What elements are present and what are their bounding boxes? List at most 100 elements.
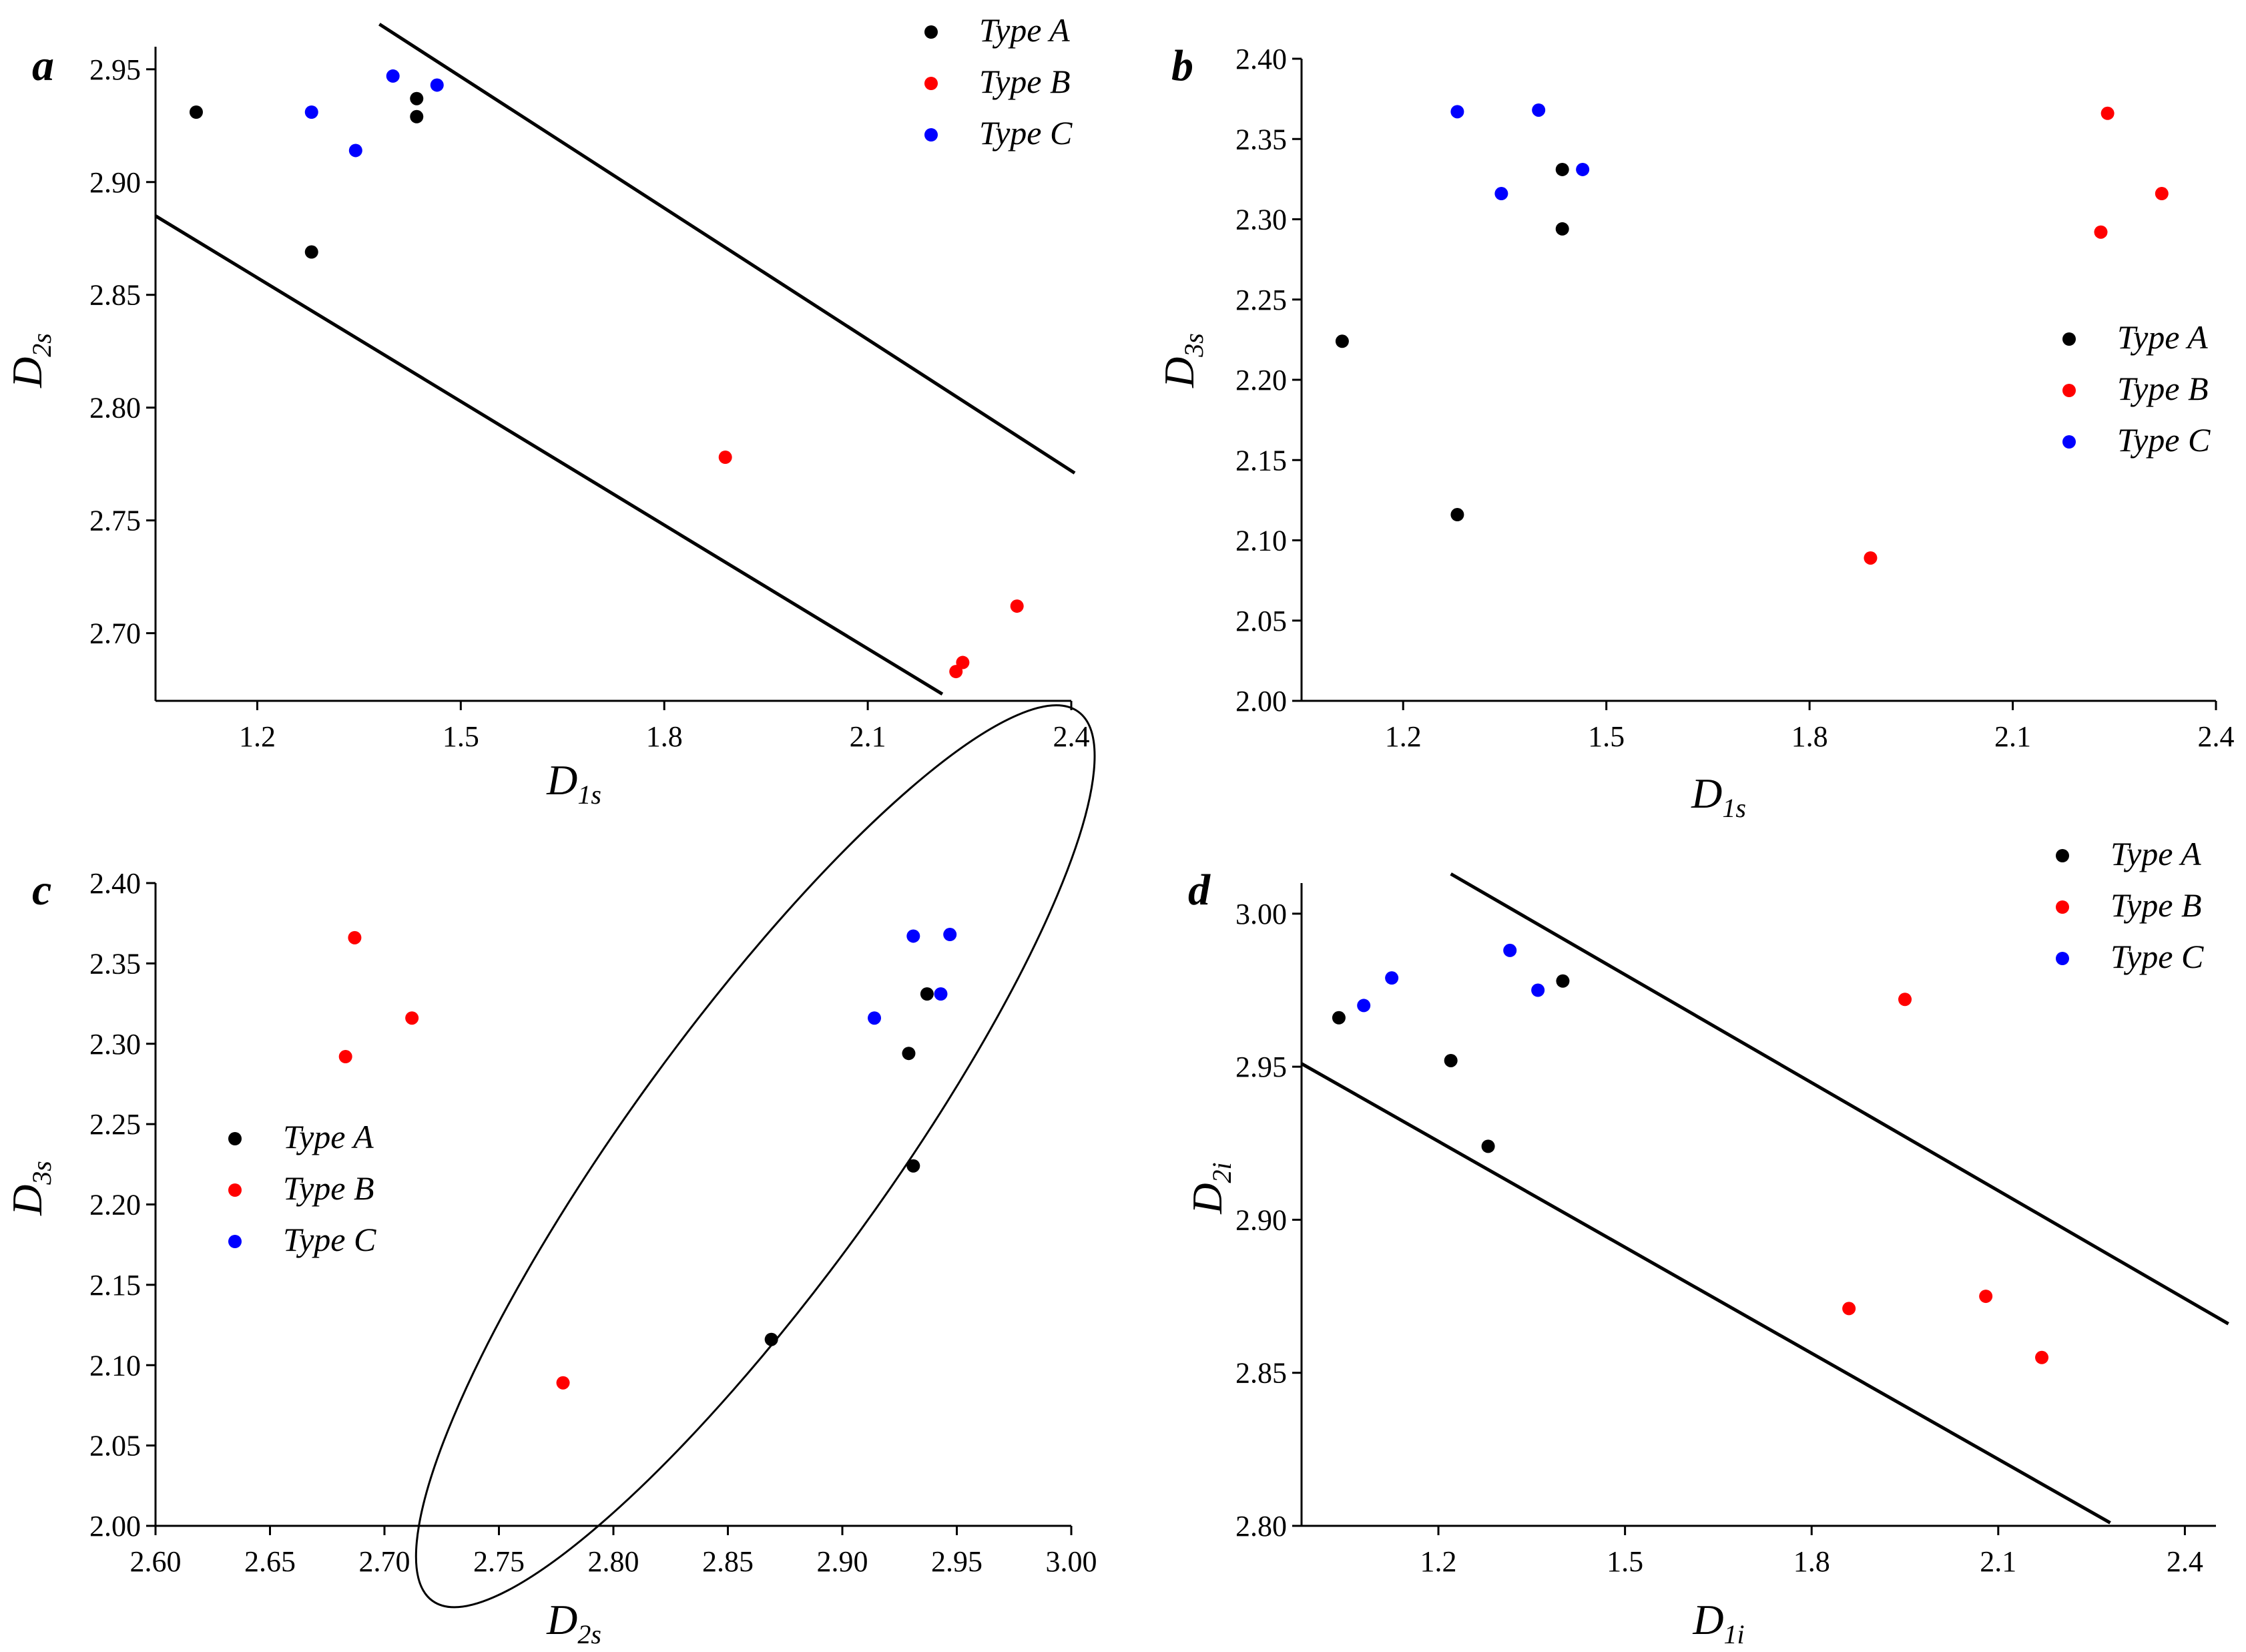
point-type-a	[1556, 974, 1570, 988]
point-type-c	[348, 144, 362, 158]
x-tick-label: 1.5	[1607, 1545, 1643, 1578]
y-tick-label: 2.00	[89, 1510, 141, 1543]
legend-marker	[2062, 435, 2076, 449]
point-type-b	[2035, 1350, 2049, 1364]
panel-label: d	[1188, 866, 1211, 914]
y-tick-label: 2.00	[1235, 685, 1287, 718]
point-type-a	[410, 109, 424, 123]
legend-marker	[228, 1132, 242, 1145]
legend-label: Type A	[2117, 318, 2208, 356]
y-tick-label: 2.95	[1235, 1051, 1287, 1083]
legend-label: Type C	[283, 1221, 376, 1258]
boundary-line	[1450, 872, 2229, 1326]
x-axis-label: D1s	[1691, 770, 1746, 823]
legend-marker	[2056, 952, 2069, 965]
point-type-a	[1481, 1139, 1495, 1153]
point-type-c	[304, 105, 318, 119]
x-tick-label: 1.8	[646, 720, 683, 753]
y-tick-label: 2.25	[89, 1108, 141, 1141]
panel-label: a	[32, 41, 54, 90]
y-axis-label-subscript: 3s	[27, 1161, 57, 1185]
point-type-a	[1450, 508, 1464, 522]
x-tick-label: 2.70	[359, 1545, 410, 1578]
legend-label: Type C	[2111, 938, 2204, 975]
y-axis-label-subscript: 2i	[1207, 1162, 1237, 1183]
point-type-b	[1010, 599, 1024, 613]
x-axis-label-subscript: 1s	[577, 780, 601, 810]
point-type-c	[943, 928, 957, 942]
legend-marker	[924, 128, 938, 142]
point-type-a	[410, 91, 424, 105]
point-type-b	[1979, 1290, 1993, 1304]
legend-label: Type A	[2111, 835, 2201, 872]
y-tick-label: 2.75	[89, 505, 141, 537]
y-axis-label-subscript: 2s	[27, 333, 57, 357]
legend-marker	[2062, 384, 2076, 397]
y-tick-label: 2.70	[89, 617, 141, 650]
point-type-c	[430, 78, 444, 92]
legend-label: Type B	[979, 63, 1071, 100]
point-type-a	[764, 1332, 778, 1346]
y-tick-label: 2.40	[1235, 43, 1287, 75]
x-tick-label: 1.2	[239, 720, 276, 753]
point-type-c	[868, 1011, 882, 1025]
y-tick-label: 2.30	[89, 1028, 141, 1061]
legend-marker	[924, 77, 938, 90]
y-tick-label: 2.20	[1235, 364, 1287, 396]
point-type-a	[906, 1159, 920, 1173]
point-type-b	[405, 1011, 419, 1025]
x-tick-label: 1.2	[1420, 1545, 1457, 1578]
point-type-a	[304, 245, 318, 259]
point-type-a	[1335, 334, 1349, 348]
y-tick-label: 2.15	[1235, 444, 1287, 477]
point-type-a	[920, 987, 934, 1001]
y-axis-label: D2i	[1183, 1162, 1237, 1214]
panel-b: 1.2 1.5 1.8 2.1 2.4 2.00 2.05 2.10 2.15 2.20 2.25 2…	[1155, 41, 2235, 823]
point-type-a	[1332, 1011, 1346, 1025]
y-tick-label: 2.10	[1235, 525, 1287, 557]
y-axis-label: D3s	[1155, 333, 1209, 388]
x-tick-label: 2.85	[702, 1545, 754, 1578]
x-tick-label: 2.90	[817, 1545, 868, 1578]
y-tick-label: 2.30	[1235, 204, 1287, 236]
legend-label: Type B	[2111, 886, 2202, 924]
point-type-b	[556, 1376, 570, 1390]
y-tick-label: 2.05	[89, 1430, 141, 1462]
point-type-c	[1450, 105, 1464, 119]
legend-marker	[2056, 900, 2069, 914]
x-tick-label: 2.1	[850, 720, 886, 753]
legend-label: Type A	[979, 11, 1070, 49]
x-tick-label: 1.2	[1385, 720, 1422, 753]
x-tick-label: 2.1	[1994, 720, 2031, 753]
cluster-ellipse	[414, 704, 1096, 1609]
point-type-c	[906, 929, 920, 943]
legend-label: Type B	[283, 1169, 374, 1207]
boundary-line	[1300, 1062, 2111, 1525]
point-type-b	[2094, 225, 2108, 239]
y-tick-label: 2.85	[1235, 1357, 1287, 1390]
y-tick-label: 2.20	[89, 1189, 141, 1221]
point-type-c	[1503, 943, 1517, 957]
panel-label: c	[32, 866, 51, 914]
legend-marker	[924, 25, 938, 39]
x-axis-label-subscript: 2s	[577, 1619, 601, 1649]
legend-marker	[2062, 332, 2076, 346]
point-type-a	[1555, 222, 1569, 236]
legend-label: Type A	[283, 1118, 374, 1155]
x-tick-label: 2.95	[931, 1545, 982, 1578]
panel-d: 1.2 1.5 1.8 2.1 2.4 2.80 2.85 2.90 2.95 3.00 D1i D2…	[1183, 835, 2229, 1649]
point-type-b	[348, 930, 362, 944]
panel-label: b	[1171, 41, 1193, 90]
panel-a: 1.2 1.5 1.8 2.1 2.4 2.70 2.75 2.80 2.85 2.90 2.95 D…	[3, 11, 1090, 810]
y-tick-label: 2.95	[89, 53, 141, 86]
x-tick-label: 1.5	[443, 720, 479, 753]
point-type-b	[2155, 187, 2169, 201]
x-tick-label: 2.4	[1053, 720, 1090, 753]
x-tick-label: 2.4	[2198, 720, 2235, 753]
y-axis-label: D3s	[3, 1161, 57, 1216]
legend-marker	[2056, 849, 2069, 862]
panel-c: 2.60 2.65 2.70 2.75 2.80 2.85 2.90 2.95 3.00 2.00…	[3, 704, 1097, 1649]
x-tick-label: 1.8	[1793, 1545, 1830, 1578]
y-axis-label: D2s	[3, 333, 57, 388]
point-type-c	[934, 987, 948, 1001]
